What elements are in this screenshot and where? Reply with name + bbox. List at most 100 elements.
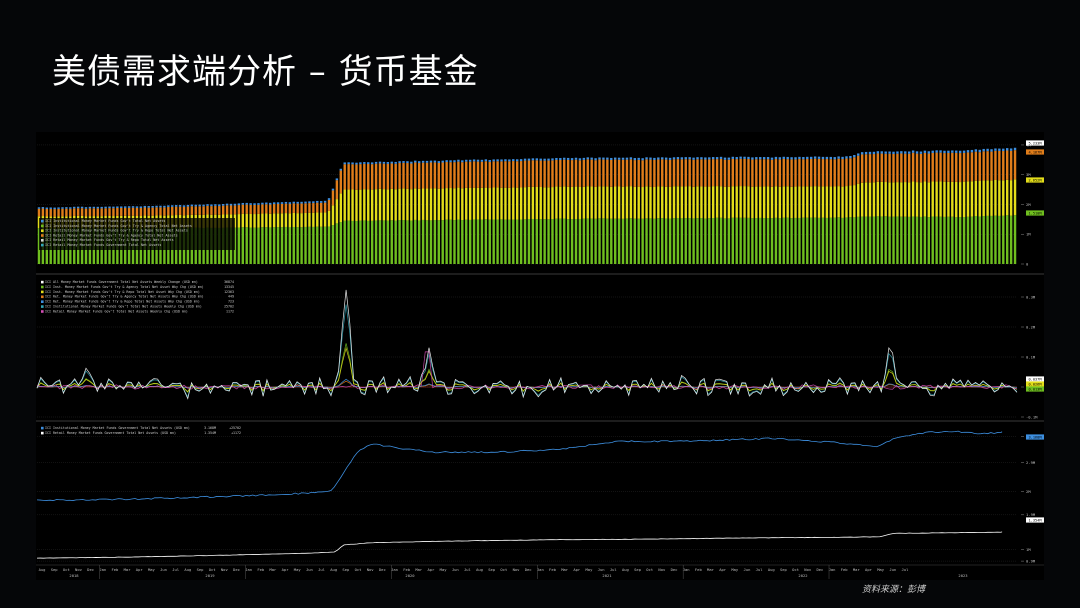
panel1-bar-segment <box>535 219 538 264</box>
panel1-bar-segment <box>402 188 405 221</box>
panel1-legend-box <box>39 218 235 250</box>
panel1-bar-segment <box>943 153 946 182</box>
panel1-tick-label: 0 <box>1026 261 1029 266</box>
panel1-bar-segment <box>676 186 680 218</box>
panel1-bar-segment <box>970 216 974 264</box>
panel1-bar-segment <box>370 220 374 264</box>
panel1-bar-segment <box>927 153 930 183</box>
panel1-bar-segment <box>131 207 135 216</box>
x-month-label: May <box>586 567 594 572</box>
panel1-bar-segment <box>551 158 554 161</box>
panel1-bar-segment <box>978 149 981 153</box>
panel1-bar-segment <box>120 206 123 209</box>
panel1-bar-segment <box>857 183 860 217</box>
panel1-bar-segment <box>468 187 472 220</box>
panel1-bar-segment <box>167 206 170 216</box>
panel1-bar-segment <box>312 201 315 204</box>
panel1-bar-segment <box>629 157 633 160</box>
panel1-bar-segment <box>53 209 56 217</box>
panel3-end-label-bg <box>1026 434 1044 440</box>
panel1-bar-segment <box>759 159 762 187</box>
panel1-bar-segment <box>382 220 386 264</box>
panel1-bar-segment <box>488 161 491 189</box>
panel1-bar-segment <box>955 150 958 153</box>
panel3-end-label: 3.168M <box>1029 435 1043 439</box>
panel1-bar-segment <box>476 219 480 264</box>
panel1-bar-segment <box>394 161 397 164</box>
panel2-legend-swatch <box>41 280 44 284</box>
x-month-label: Dec <box>379 567 386 572</box>
panel1-bar-segment <box>892 151 895 154</box>
panel3-legend-change: +1172 <box>231 431 241 435</box>
panel1-bar-segment <box>539 186 542 220</box>
slide-title: 美债需求端分析 – 货币基金 <box>52 52 479 92</box>
panel1-bar-segment <box>782 158 785 187</box>
panel1-bar-segment <box>406 163 409 189</box>
panel1-bar-segment <box>229 203 233 206</box>
panel1-bar-segment <box>857 155 860 184</box>
panel1-bar-segment <box>625 159 629 187</box>
panel1-bar-segment <box>367 189 370 221</box>
panel1-bar-segment <box>708 157 711 160</box>
panel1-bar-segment <box>265 213 268 228</box>
panel1-bar-segment <box>751 186 754 219</box>
panel1-bar-segment <box>480 187 484 220</box>
panel1-bar-segment <box>566 219 570 264</box>
panel1-bar-segment <box>939 216 942 264</box>
x-month-label: Aug <box>622 567 629 572</box>
panel1-bar-segment <box>810 156 813 160</box>
panel1-bar-segment <box>421 188 425 220</box>
panel1-bar-segment <box>143 205 146 208</box>
panel2-end-label: 0.037M <box>1029 377 1043 381</box>
panel1-bar-segment <box>1006 179 1009 216</box>
panel1-bar-segment <box>923 216 927 264</box>
panel1-bar-segment <box>523 219 527 264</box>
panel1-bar-segment <box>837 186 840 218</box>
panel2-lines <box>36 289 1018 400</box>
panel2-legend-swatch <box>41 300 44 303</box>
panel1-bar-segment <box>578 218 582 264</box>
panel1-bar-segment <box>574 186 578 219</box>
panel1-bar-segment <box>806 186 809 218</box>
panel1-bar-segment <box>108 206 111 209</box>
panel-weekly-change: ICI All Money Market Funds Government To… <box>36 278 1044 419</box>
panel1-bar-segment <box>512 161 515 188</box>
panel1-bar-segment <box>308 201 311 204</box>
panel1-bar-segment <box>661 186 664 219</box>
panel1-bar-segment <box>951 150 954 153</box>
panel1-bar-segment <box>919 182 923 217</box>
panel1-bar-segment <box>347 220 350 264</box>
panel1-bar-segment <box>676 159 680 187</box>
panel1-bar-segment <box>708 218 711 264</box>
panel1-bar-segment <box>947 153 950 182</box>
panel1-bar-segment <box>653 159 656 187</box>
panel1-bar-segment <box>418 220 421 264</box>
panel1-legend-label: ICI Retail Money Market Funds Gov't Try … <box>45 233 178 237</box>
panel1-bar-segment <box>947 216 950 264</box>
panel1-bar-segment <box>970 152 974 182</box>
panel1-bar-segment <box>480 219 484 264</box>
panel1-bar-segment <box>69 208 72 217</box>
panel1-bar-segment <box>704 157 707 160</box>
x-month-label: Jan <box>683 567 690 572</box>
panel1-bar-segment <box>339 168 342 171</box>
panel1-bar-segment <box>465 187 468 220</box>
panel1-bar-segment <box>272 213 276 228</box>
panel1-bar-segment <box>1013 179 1017 216</box>
panel1-bar-segment <box>637 159 640 187</box>
panel1-bar-segment <box>829 217 832 264</box>
panel1-bar-segment <box>696 157 699 160</box>
panel1-bar-segment <box>49 207 52 209</box>
panel1-bar-segment <box>837 156 840 159</box>
panel1-bar-segment <box>531 160 535 187</box>
panel1-bar-segment <box>794 159 797 187</box>
panel1-bar-segment <box>727 218 731 264</box>
x-month-label: Apr <box>865 567 873 572</box>
panel1-bar-segment <box>253 227 256 264</box>
panel1-bar-segment <box>951 181 954 217</box>
panel3-lines <box>36 430 1003 559</box>
panel1-bar-segment <box>190 206 194 215</box>
panel1-bar-segment <box>135 207 139 216</box>
panel1-bar-segment <box>496 219 499 264</box>
panel1-bar-segment <box>594 160 597 187</box>
